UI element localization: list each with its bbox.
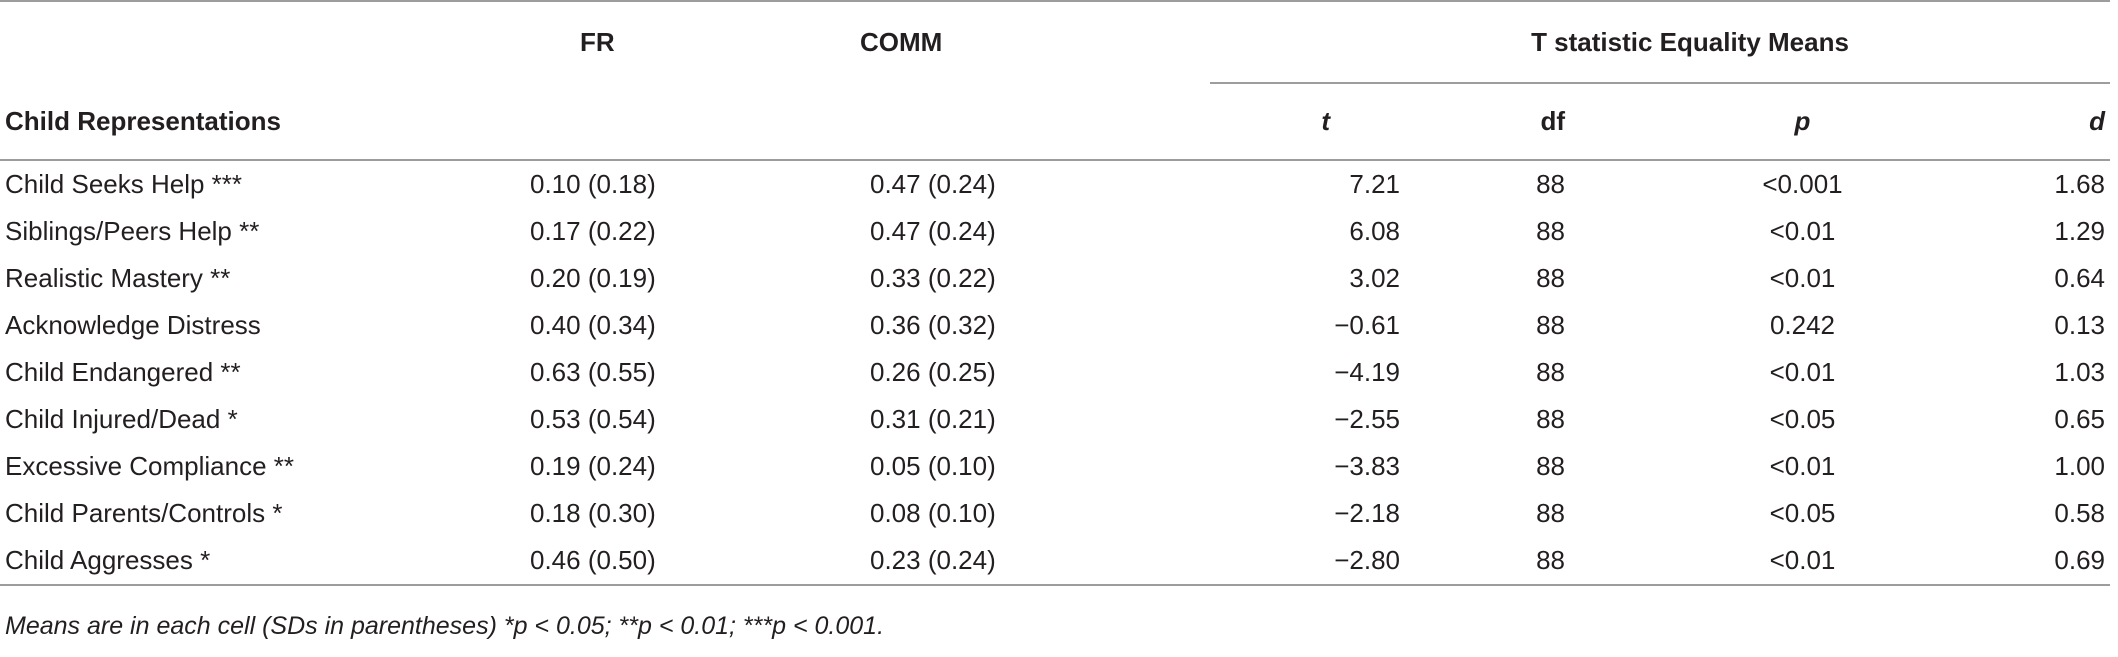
- cell-p: <0.01: [1660, 537, 1940, 586]
- cell-df: 88: [1536, 357, 1565, 387]
- header-empty-comm: [855, 83, 1210, 161]
- cell-fr: 0.10 (0.18): [530, 169, 656, 199]
- cell-t: 7.21: [1349, 169, 1400, 199]
- table-row: Child Seeks Help *** 0.10 (0.18) 0.47 (0.2…: [0, 160, 2110, 208]
- table-row: Excessive Compliance ** 0.19 (0.24) 0.05 (…: [0, 443, 2110, 490]
- cell-comm: 0.05 (0.10): [870, 451, 996, 481]
- cell-p: <0.05: [1769, 404, 1836, 434]
- table-row: Child Endangered ** 0.63 (0.55) 0.26 (0.25…: [0, 349, 2110, 396]
- cell-fr: 0.40 (0.34): [530, 310, 656, 340]
- table-row: Realistic Mastery ** 0.20 (0.19) 0.33 (0.2…: [0, 255, 2110, 302]
- cell-t: −0.61: [1334, 310, 1400, 340]
- cell-fr: 0.53 (0.54): [530, 404, 656, 434]
- header-child-representations: Child Representations: [0, 83, 515, 161]
- cell-fr: 0.19 (0.24): [530, 451, 656, 481]
- cell-d: 0.65: [2054, 404, 2105, 434]
- cell-d: 1.68: [2054, 169, 2105, 199]
- cell-fr: 0.18 (0.30): [530, 498, 656, 528]
- results-table-container: FR COMM T statistic Equality Means Child…: [0, 0, 2110, 586]
- cell-df: 88: [1536, 169, 1565, 199]
- cell-comm: 0.31 (0.21): [870, 404, 996, 434]
- cell-p: <0.01: [1769, 357, 1836, 387]
- cell-t: 6.08: [1349, 216, 1400, 246]
- header-d: d: [1940, 83, 2110, 161]
- results-table: FR COMM T statistic Equality Means Child…: [0, 0, 2110, 586]
- cell-t: 3.02: [1349, 263, 1400, 293]
- cell-fr: 0.17 (0.22): [530, 216, 656, 246]
- cell-p: <0.001: [1762, 169, 1843, 199]
- header-t: t: [1210, 83, 1415, 161]
- table-footnote: Means are in each cell (SDs in parenthes…: [5, 612, 885, 640]
- cell-p: <0.05: [1769, 498, 1836, 528]
- cell-label: Child Endangered **: [5, 357, 241, 387]
- table-header: FR COMM T statistic Equality Means Child…: [0, 0, 2110, 161]
- cell-p: <0.01: [1769, 263, 1836, 293]
- cell-label: Excessive Compliance **: [5, 451, 295, 481]
- cell-df: 88: [1536, 498, 1565, 528]
- cell-d: 0.58: [2054, 498, 2105, 528]
- cell-df: 88: [1536, 404, 1565, 434]
- cell-p: <0.01: [1769, 451, 1836, 481]
- cell-df: 88: [1536, 310, 1565, 340]
- header-row-bottom: Child Representations t df p d: [0, 83, 2110, 161]
- cell-comm: 0.47 (0.24): [870, 169, 996, 199]
- header-p: p: [1660, 83, 1940, 161]
- cell-p: 0.242: [1769, 310, 1836, 340]
- cell-comm: 0.08 (0.10): [870, 498, 996, 528]
- header-fr: FR: [515, 0, 855, 83]
- cell-fr: 0.63 (0.55): [530, 357, 656, 387]
- cell-comm: 0.36 (0.32): [870, 310, 996, 340]
- cell-fr: 0.20 (0.19): [530, 263, 656, 293]
- cell-df: 88: [1415, 537, 1660, 586]
- cell-d: 1.00: [2054, 451, 2105, 481]
- cell-label: Child Aggresses *: [0, 537, 515, 586]
- table-row: Child Injured/Dead * 0.53 (0.54) 0.31 (0.2…: [0, 396, 2110, 443]
- cell-d: 1.03: [2054, 357, 2105, 387]
- header-empty-label: [0, 0, 515, 83]
- cell-comm: 0.26 (0.25): [870, 357, 996, 387]
- table-row: Siblings/Peers Help ** 0.17 (0.22) 0.47 (0…: [0, 208, 2110, 255]
- cell-comm: 0.23 (0.24): [855, 537, 1210, 586]
- cell-t: −2.55: [1334, 404, 1400, 434]
- cell-d: 0.13: [2054, 310, 2105, 340]
- cell-label: Siblings/Peers Help **: [5, 216, 260, 246]
- table-row: Acknowledge Distress 0.40 (0.34) 0.36 (0.3…: [0, 302, 2110, 349]
- header-group-t-statistic: T statistic Equality Means: [1210, 0, 2110, 84]
- cell-fr: 0.46 (0.50): [515, 537, 855, 586]
- table-row: Child Aggresses * 0.46 (0.50) 0.23 (0.24) −…: [0, 537, 2110, 586]
- cell-p: <0.01: [1769, 216, 1836, 246]
- header-comm: COMM: [855, 0, 1210, 83]
- cell-df: 88: [1536, 263, 1565, 293]
- cell-comm: 0.47 (0.24): [870, 216, 996, 246]
- cell-label: Child Injured/Dead *: [5, 404, 238, 434]
- cell-t: −2.18: [1334, 498, 1400, 528]
- cell-t: −4.19: [1334, 357, 1400, 387]
- cell-label: Child Seeks Help ***: [5, 169, 243, 199]
- cell-comm: 0.33 (0.22): [870, 263, 996, 293]
- header-row-top: FR COMM T statistic Equality Means: [0, 0, 2110, 84]
- cell-t: −2.80: [1210, 537, 1415, 586]
- table-body: Child Seeks Help *** 0.10 (0.18) 0.47 (0.2…: [0, 160, 2110, 586]
- cell-d: 0.64: [2054, 263, 2105, 293]
- cell-t: −3.83: [1334, 451, 1400, 481]
- cell-d: 1.29: [2054, 216, 2105, 246]
- header-empty-fr: [515, 83, 855, 161]
- cell-label: Realistic Mastery **: [5, 263, 231, 293]
- cell-label: Child Parents/Controls *: [5, 498, 283, 528]
- cell-df: 88: [1536, 216, 1565, 246]
- cell-d: 0.69: [1940, 537, 2110, 586]
- cell-df: 88: [1536, 451, 1565, 481]
- cell-label: Acknowledge Distress: [5, 310, 261, 340]
- table-row: Child Parents/Controls * 0.18 (0.30) 0.08 …: [0, 490, 2110, 537]
- header-df: df: [1415, 83, 1660, 161]
